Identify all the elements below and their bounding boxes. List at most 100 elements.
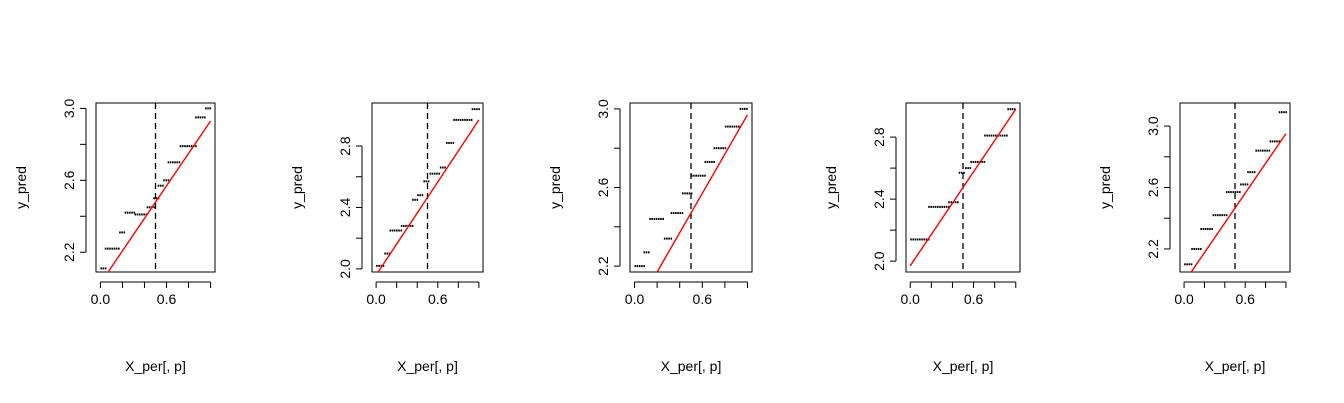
data-point (393, 229, 396, 232)
data-point (388, 252, 391, 255)
data-point (421, 194, 424, 197)
data-point (708, 160, 711, 163)
data-point (668, 237, 670, 240)
y-tick-label: 2.4 (871, 189, 887, 209)
data-point (695, 174, 697, 177)
y-tick-label: 2.6 (61, 170, 77, 190)
data-point (203, 116, 206, 119)
data-point (159, 184, 162, 187)
data-point (113, 247, 116, 250)
data-point (414, 198, 416, 201)
data-point (1186, 263, 1188, 266)
data-point (1234, 191, 1237, 194)
data-point (478, 108, 480, 111)
data-point (684, 192, 686, 195)
data-point (405, 224, 407, 227)
data-point (658, 217, 660, 220)
data-point (916, 238, 919, 241)
data-point (400, 224, 403, 227)
y-tick-label: 2.2 (61, 242, 77, 262)
data-point (970, 160, 972, 163)
data-point (391, 229, 394, 232)
data-point (471, 108, 474, 111)
data-point (691, 174, 693, 177)
data-point (739, 107, 742, 110)
data-point (1257, 149, 1260, 152)
data-point (174, 161, 176, 164)
data-point (1271, 140, 1274, 143)
data-point (663, 237, 666, 240)
data-point (376, 264, 378, 267)
data-point (720, 147, 722, 150)
data-point (176, 161, 179, 164)
fit-line (656, 114, 749, 273)
data-point (958, 171, 961, 174)
data-point (389, 229, 392, 232)
data-point (1006, 134, 1008, 137)
x-tick-label: 0.0 (1174, 291, 1194, 307)
data-point (947, 205, 950, 208)
data-point (1236, 191, 1239, 194)
data-point (457, 118, 460, 121)
data-point (914, 238, 917, 241)
data-point (939, 205, 941, 208)
y-tick-label: 2.6 (1145, 178, 1161, 198)
data-point (675, 212, 677, 215)
fit-line (377, 119, 480, 273)
data-point (702, 174, 704, 177)
x-axis-label: X_per[, p] (661, 358, 722, 374)
data-point (179, 145, 182, 148)
y-tick-label: 3.0 (1145, 116, 1161, 136)
y-axis-label: y_pred (823, 166, 839, 209)
data-point (1225, 214, 1228, 217)
data-point (976, 160, 979, 163)
data-point (992, 134, 995, 137)
data-point (1013, 108, 1016, 111)
data-point (948, 201, 950, 204)
data-point (925, 238, 928, 241)
data-point (1211, 227, 1213, 230)
data-point (941, 205, 943, 208)
data-point (155, 197, 158, 200)
plot-panel-5: 0.0 0.6 2.2 2.6 3.0 X_per[, p] y_pred (1097, 102, 1291, 374)
data-point (1280, 111, 1283, 114)
data-point (195, 116, 197, 119)
data-point (715, 147, 718, 150)
data-point (724, 125, 727, 128)
data-point (412, 198, 414, 201)
data-point (181, 145, 184, 148)
data-point (1200, 227, 1202, 230)
data-point (969, 167, 972, 170)
data-point (473, 108, 476, 111)
data-point (129, 211, 131, 214)
data-point (1232, 191, 1235, 194)
data-point (1204, 227, 1207, 230)
data-point (425, 180, 428, 183)
data-point (662, 217, 665, 220)
data-point (184, 145, 186, 148)
data-point (1228, 191, 1230, 194)
plot-panel-2: 0.0 0.6 2.0 2.4 2.8 X_per[, p] y_pred (289, 102, 484, 374)
data-point (928, 205, 930, 208)
y-tick-label: 2.2 (1145, 239, 1161, 259)
data-point (402, 224, 405, 227)
data-point (121, 231, 123, 234)
x-axis-label: X_per[, p] (125, 358, 186, 374)
data-point (733, 125, 736, 128)
data-point (1197, 247, 1200, 250)
data-point (934, 205, 937, 208)
data-point (697, 174, 700, 177)
data-point (1184, 263, 1186, 266)
data-point (468, 118, 471, 121)
data-point (921, 238, 923, 241)
x-axis-label: X_per[, p] (933, 358, 994, 374)
data-point (1221, 214, 1223, 217)
data-point (439, 166, 442, 169)
data-point (645, 251, 648, 254)
data-point (967, 167, 969, 170)
data-point (104, 247, 107, 250)
data-point (143, 213, 145, 216)
data-point (706, 160, 709, 163)
data-point (459, 118, 462, 121)
data-point (476, 108, 478, 111)
